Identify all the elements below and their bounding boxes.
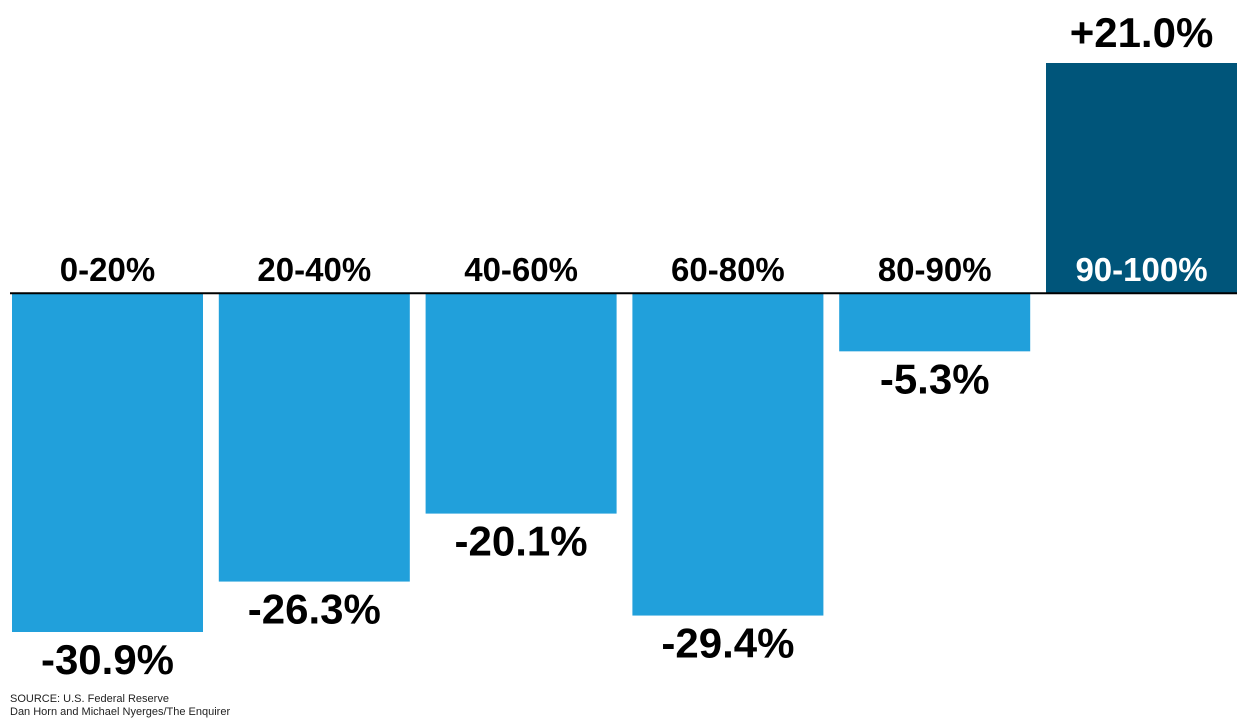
bar — [425, 293, 617, 514]
value-label: -26.3% — [248, 586, 381, 633]
category-label: 0-20% — [60, 251, 155, 288]
source: SOURCE: U.S. Federal Reserve — [10, 693, 169, 705]
category-label: 60-80% — [671, 251, 785, 288]
value-label: -20.1% — [455, 518, 588, 565]
value-label: -29.4% — [661, 620, 794, 667]
value-label: -5.3% — [880, 355, 990, 402]
credit: Dan Horn and Michael Nyerges/The Enquire… — [10, 706, 230, 718]
bar — [218, 293, 410, 582]
bar — [632, 293, 824, 616]
bar — [839, 293, 1031, 352]
category-label: 80-90% — [878, 251, 992, 288]
category-label: 40-60% — [464, 251, 578, 288]
bar — [1046, 63, 1237, 294]
category-label: 90-100% — [1075, 251, 1207, 288]
category-label: 20-40% — [257, 251, 371, 288]
bar — [12, 293, 203, 632]
value-label: -30.9% — [41, 636, 174, 683]
value-label: +21.0% — [1070, 9, 1214, 56]
